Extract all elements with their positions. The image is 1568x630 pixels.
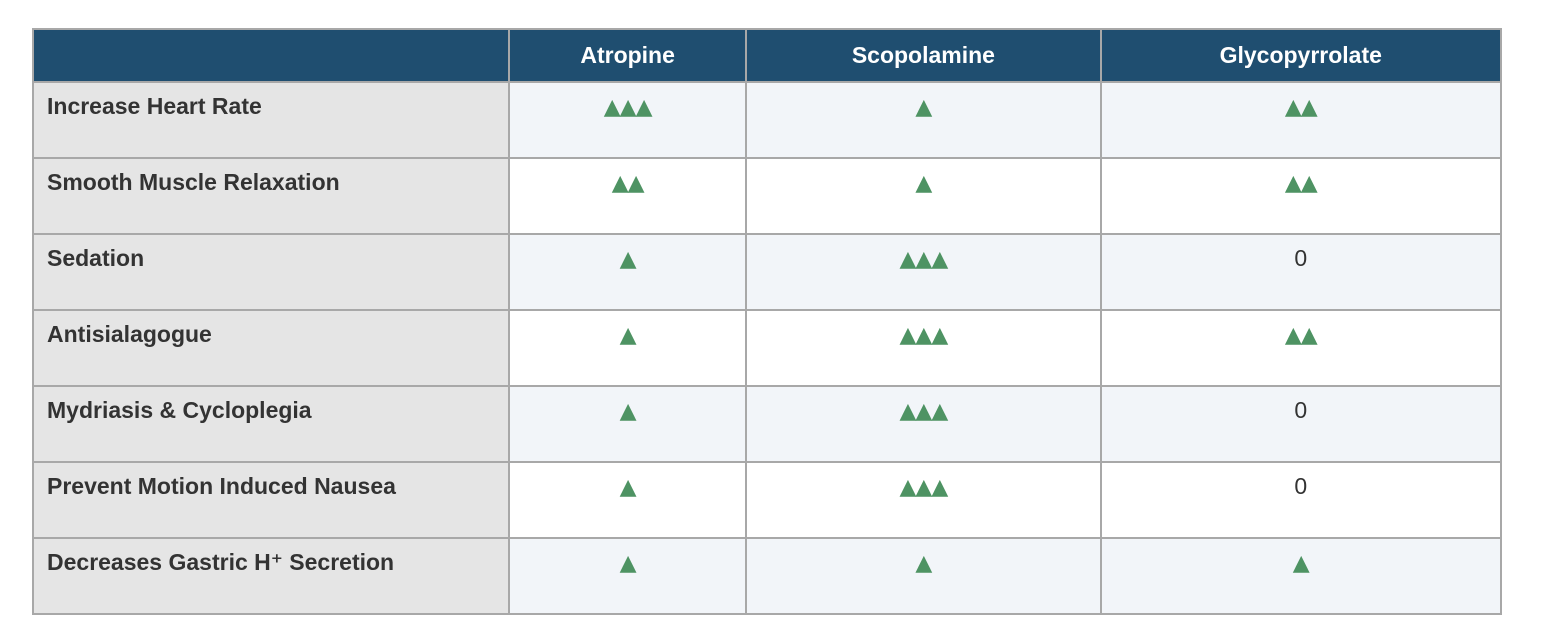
cell-value: ▲ bbox=[915, 95, 932, 120]
cell: ▲▲▲ bbox=[745, 309, 1102, 387]
cell: ▲ bbox=[507, 309, 748, 387]
row-label: Decreases Gastric H⁺ Secretion bbox=[32, 537, 510, 615]
column-header: Atropine bbox=[507, 28, 748, 83]
cell-value: ▲▲▲ bbox=[899, 399, 949, 424]
cell-value: ▲▲ bbox=[1284, 95, 1318, 120]
cell-value: ▲ bbox=[915, 551, 932, 576]
cell: 0 bbox=[1099, 461, 1503, 539]
cell: ▲ bbox=[507, 385, 748, 463]
cell: ▲▲ bbox=[1099, 309, 1503, 387]
table-row: Sedation ▲ ▲▲▲ 0 bbox=[32, 233, 1503, 311]
cell-value: ▲ bbox=[619, 475, 637, 500]
cell-value: ▲ bbox=[619, 399, 637, 424]
cell: ▲▲▲ bbox=[745, 461, 1102, 539]
table-row: Smooth Muscle Relaxation ▲▲ ▲ ▲▲ bbox=[32, 157, 1503, 235]
cell-value: ▲▲ bbox=[1284, 171, 1318, 196]
cell: ▲▲▲ bbox=[745, 233, 1102, 311]
cell: 0 bbox=[1099, 233, 1503, 311]
table-head: Atropine Scopolamine Glycopyrrolate bbox=[32, 28, 1503, 83]
table-row: Mydriasis & Cycloplegia ▲ ▲▲▲ 0 bbox=[32, 385, 1503, 463]
row-label: Increase Heart Rate bbox=[32, 81, 510, 159]
cell-value: ▲▲ bbox=[611, 171, 645, 196]
comparison-table: Atropine Scopolamine Glycopyrrolate Increa… bbox=[32, 28, 1503, 615]
cell-value: ▲▲▲ bbox=[899, 475, 949, 500]
header-corner bbox=[32, 28, 510, 83]
cell-value: ▲▲▲ bbox=[899, 323, 949, 348]
cell: ▲ bbox=[745, 537, 1102, 615]
row-label: Mydriasis & Cycloplegia bbox=[32, 385, 510, 463]
cell: ▲▲▲ bbox=[745, 385, 1102, 463]
table-row: Prevent Motion Induced Nausea ▲ ▲▲▲ 0 bbox=[32, 461, 1503, 539]
cell-value: ▲▲▲ bbox=[603, 95, 653, 120]
table-row: Antisialagogue ▲ ▲▲▲ ▲▲ bbox=[32, 309, 1503, 387]
cell-value: ▲▲ bbox=[1284, 323, 1318, 348]
cell: ▲ bbox=[745, 157, 1102, 235]
column-header: Scopolamine bbox=[745, 28, 1102, 83]
cell: 0 bbox=[1099, 385, 1503, 463]
cell-value: 0 bbox=[1294, 397, 1308, 423]
row-label: Smooth Muscle Relaxation bbox=[32, 157, 510, 235]
cell: ▲▲ bbox=[1099, 157, 1503, 235]
cell: ▲▲▲ bbox=[507, 81, 748, 159]
cell-value: ▲ bbox=[915, 171, 932, 196]
row-label: Sedation bbox=[32, 233, 510, 311]
table-body: Increase Heart Rate ▲▲▲ ▲ ▲▲ Smooth Muscle R… bbox=[32, 81, 1503, 615]
table-row: Decreases Gastric H⁺ Secretion ▲ ▲ ▲ bbox=[32, 537, 1503, 615]
row-label: Prevent Motion Induced Nausea bbox=[32, 461, 510, 539]
table-row: Increase Heart Rate ▲▲▲ ▲ ▲▲ bbox=[32, 81, 1503, 159]
row-label: Antisialagogue bbox=[32, 309, 510, 387]
cell-value: ▲▲▲ bbox=[899, 247, 949, 272]
cell-value: 0 bbox=[1294, 473, 1308, 499]
cell: ▲ bbox=[745, 81, 1102, 159]
cell-value: ▲ bbox=[619, 323, 637, 348]
cell: ▲▲ bbox=[1099, 81, 1503, 159]
column-header: Glycopyrrolate bbox=[1099, 28, 1503, 83]
cell-value: 0 bbox=[1294, 245, 1308, 271]
cell: ▲ bbox=[507, 461, 748, 539]
cell-value: ▲ bbox=[1292, 551, 1310, 576]
cell: ▲▲ bbox=[507, 157, 748, 235]
header-row: Atropine Scopolamine Glycopyrrolate bbox=[32, 28, 1503, 83]
cell: ▲ bbox=[1099, 537, 1503, 615]
cell: ▲ bbox=[507, 233, 748, 311]
cell: ▲ bbox=[507, 537, 748, 615]
cell-value: ▲ bbox=[619, 247, 637, 272]
cell-value: ▲ bbox=[619, 551, 637, 576]
